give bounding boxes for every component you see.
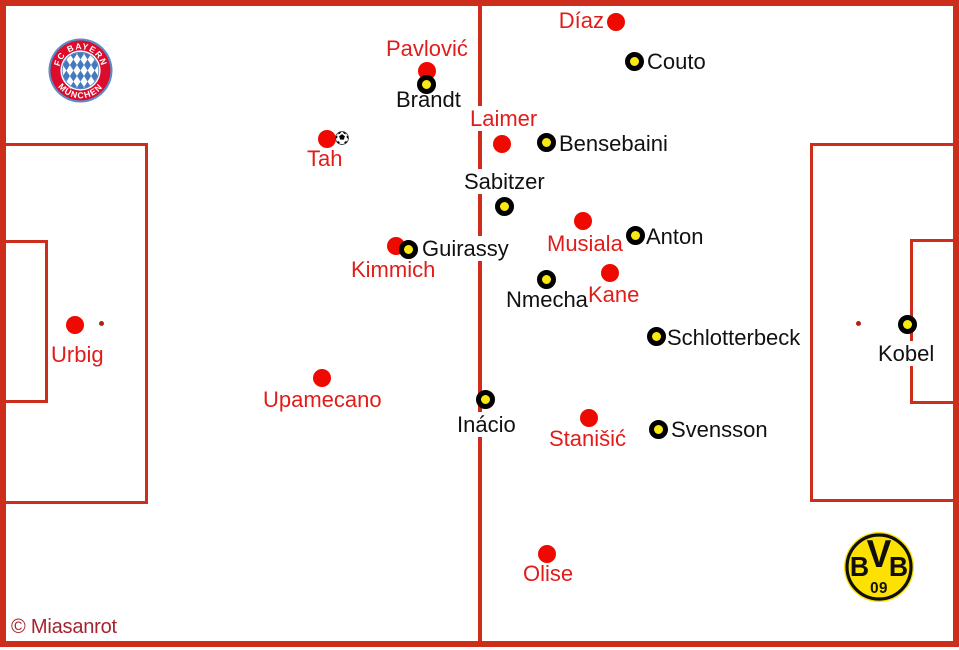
svg-text:V: V	[867, 533, 892, 576]
svg-text:B: B	[850, 550, 869, 582]
svg-text:09: 09	[870, 580, 888, 597]
svg-text:B: B	[889, 550, 908, 582]
